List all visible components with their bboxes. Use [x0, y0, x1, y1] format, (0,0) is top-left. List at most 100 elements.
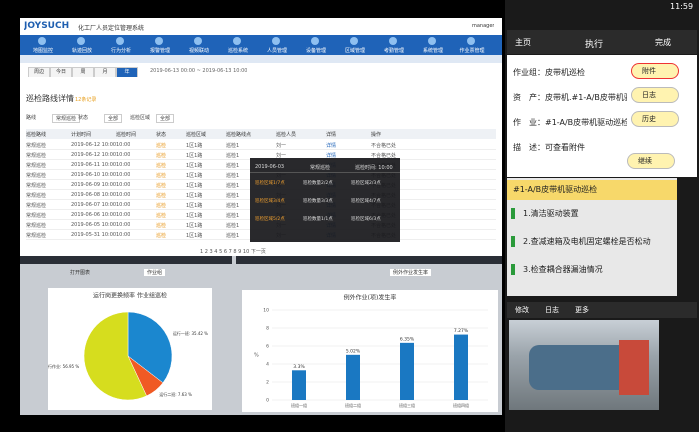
step-list: #1-A/B皮带机驱动巡检 1.清洁驱动装置 2.查减速箱及电机固定螺栓是否松动 3.… [507, 178, 677, 296]
popup-subtitle: 常规巡检 [310, 165, 331, 171]
table-header: 计划时间 [71, 132, 92, 138]
filter-select[interactable]: 常规巡检 [52, 114, 81, 123]
nav-item[interactable]: 巡检系统 [227, 48, 248, 54]
pie-slice [127, 311, 173, 384]
table-cell: 巡检 [156, 163, 167, 169]
table-header: 巡检路线点 [226, 132, 252, 138]
status-time: 11:59 [670, 2, 694, 11]
action-button[interactable]: 历史 [631, 111, 679, 127]
table-cell: 10:00 [116, 172, 131, 178]
nav-item[interactable]: 视频联动 [188, 48, 209, 54]
table-cell[interactable]: 详情 [326, 143, 337, 149]
table-cell: 2019-06-12 10:00 [71, 152, 117, 158]
step-item[interactable]: 3.检查耦合器漏油情况 [511, 264, 677, 275]
popup-cell: 巡检数量1/1点 [303, 217, 333, 222]
action-button[interactable]: 日志 [631, 87, 679, 103]
filter-select[interactable]: 全部 [104, 114, 123, 123]
desktop-app: JOYSUCH 化工厂人员定位管理系统 manager 地图监控 轨迹回放 行为分析… [20, 18, 502, 415]
back-button[interactable]: 主页 [515, 38, 531, 47]
table-cell: 巡检1 [226, 163, 240, 169]
x-tick-label: 班组一组 [291, 402, 307, 408]
table-header: 巡检人员 [276, 132, 297, 138]
nav-item[interactable]: 设备管理 [305, 48, 326, 54]
step-item[interactable]: 1.清洁驱动装置 [511, 208, 677, 219]
table-cell: 常规巡检 [26, 213, 47, 219]
action-button[interactable]: 继续 [627, 153, 675, 169]
nav-item[interactable]: 考勤管理 [383, 48, 404, 54]
system-title: 化工厂人员定位管理系统 [78, 25, 145, 32]
table-cell: 巡检 [156, 173, 167, 179]
table-cell: 巡检 [156, 143, 167, 149]
table-cell[interactable]: 不合格已处 [371, 143, 397, 149]
time-tab[interactable]: 年 [116, 67, 138, 77]
nav-item[interactable]: 作业票管理 [459, 48, 485, 54]
table-cell: 2019-06-09 10:00 [71, 182, 117, 188]
time-tab[interactable]: 今日 [50, 67, 72, 77]
table-cell[interactable]: 不合格已处 [371, 153, 397, 159]
table-cell[interactable]: 详情 [326, 153, 337, 159]
table-cell: 巡检1 [226, 233, 240, 239]
table-cell: 1区1路 [186, 223, 203, 229]
field-value: 皮带机巡检 [545, 68, 585, 77]
chart-title: 例外作业(项)发生率 [344, 294, 397, 302]
table-cell: 10:00 [116, 212, 131, 218]
y-tick-label: 6 [266, 344, 269, 350]
action-button[interactable]: 附件 [631, 63, 679, 79]
table-cell: 2019-06-11 10:00 [71, 162, 117, 168]
panel-control[interactable]: 打开图表 [70, 270, 91, 276]
table-header: 操作 [371, 132, 382, 138]
toolbar-button[interactable]: 日志 [545, 306, 559, 314]
popup-cell: 巡检区域1/7点 [255, 181, 285, 186]
field-value: 皮带机.#1-A/B皮带机驱动 [545, 93, 627, 102]
toolbar-button[interactable]: 修改 [515, 306, 529, 314]
nav-item[interactable]: 人员管理 [266, 48, 287, 54]
nav-icon [233, 37, 241, 45]
photo [509, 320, 659, 410]
time-tab[interactable]: 月 [94, 67, 116, 77]
table-cell: 10:00 [116, 202, 131, 208]
step-item[interactable]: 2.查减速箱及电机固定螺栓是否松动 [511, 236, 677, 247]
field-label: 描 述： [513, 143, 545, 152]
screen-title: 执行 [585, 40, 604, 50]
nav-item[interactable]: 地图监控 [32, 48, 53, 54]
phone-header [507, 30, 697, 54]
y-tick-label: 4 [266, 362, 269, 368]
table-cell: 常规巡检 [26, 203, 47, 209]
bar-chart: 例外作业(项)发生率% 0 2 4 6 8 10 3.3% 班组一组 5.02% 班组二组 6.35%… [242, 290, 498, 412]
table-cell: 巡检1 [226, 183, 240, 189]
nav-icon [77, 37, 85, 45]
table-cell: 10:00 [116, 152, 131, 158]
table-cell: 刘一 [276, 143, 287, 149]
bar [454, 334, 468, 400]
panel-control[interactable]: 作业组 [144, 269, 166, 276]
time-tab[interactable]: 周 [72, 67, 94, 77]
table-cell: 巡检1 [226, 173, 240, 179]
nav-item[interactable]: 行为分析 [110, 48, 131, 54]
sub-bar [20, 55, 502, 63]
y-tick-label: 0 [266, 398, 269, 404]
table-cell: 1区1路 [186, 173, 203, 179]
y-axis-label: % [254, 353, 259, 359]
table-cell: 2019-06-06 10:00 [71, 212, 117, 218]
toolbar-button[interactable]: 更多 [575, 306, 589, 314]
table-cell: 1区1路 [186, 143, 203, 149]
popup-cell: 巡检数量3/3点 [303, 199, 333, 204]
bar-label: 3.3% [293, 364, 305, 370]
nav-item[interactable]: 区域管理 [344, 48, 365, 54]
pagination[interactable]: 1 2 3 4 5 6 7 8 9 10 下一页 [200, 249, 266, 255]
table-cell: 1区1路 [186, 203, 203, 209]
nav-item[interactable]: 系统管理 [422, 48, 443, 54]
nav-item[interactable]: 轨迹回放 [71, 48, 92, 54]
popup-divider [250, 172, 400, 173]
done-button[interactable]: 完成 [655, 38, 671, 47]
time-tab[interactable]: 周边 [28, 67, 50, 77]
table-cell: 巡检1 [226, 203, 240, 209]
table-cell: 2019-06-05 10:00 [71, 222, 117, 228]
panel-control[interactable]: 例外作业发生率 [390, 269, 432, 276]
nav-icon [389, 37, 397, 45]
table-cell: 常规巡检 [26, 143, 47, 149]
nav-item[interactable]: 报警管理 [149, 48, 170, 54]
filter-select[interactable]: 全部 [156, 114, 175, 123]
table-header: 状态 [156, 132, 167, 138]
